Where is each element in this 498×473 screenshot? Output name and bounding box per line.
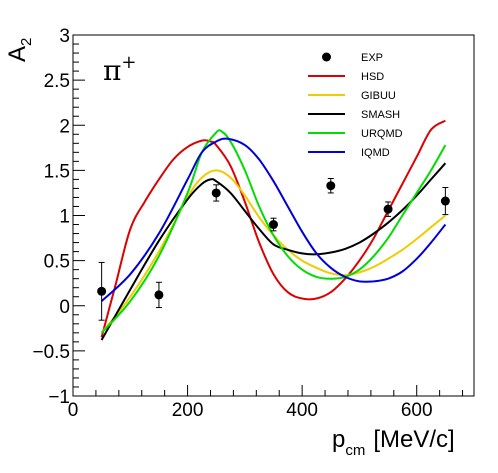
exp-point (383, 204, 393, 214)
x-axis-title: pcm [MeV/c] (332, 426, 455, 459)
experiment-layer (97, 177, 450, 321)
x-axis-title-main: p (332, 426, 345, 453)
y-tick-label: 0 (59, 297, 70, 318)
exp-point (97, 286, 107, 296)
legend-marker-exp (322, 52, 331, 62)
y-tick-label: 1 (59, 207, 70, 228)
exp-point (269, 220, 278, 230)
exp-point (326, 181, 336, 191)
exp-point (154, 290, 164, 300)
series-line-smash (100, 162, 447, 341)
y-axis-title: A2 (4, 38, 35, 62)
exp-point (211, 188, 221, 198)
x-tick-label: 600 (401, 400, 433, 421)
y-tick-label: 1.5 (44, 161, 70, 182)
series-line-urqmd (100, 129, 447, 334)
y-tick-label: 3 (59, 26, 70, 47)
legend-label-exp: EXP (361, 52, 383, 64)
x-tick-label: 200 (172, 400, 204, 421)
y-tick-label: 2.5 (44, 71, 70, 92)
y-tick-label: −0.5 (32, 342, 70, 363)
legend-label-smash: SMASH (361, 109, 400, 121)
series-line-gibuu (100, 169, 447, 334)
plot-border (72, 34, 475, 397)
x-axis-title-sub: cm (345, 442, 365, 459)
x-tick-label: 400 (286, 400, 318, 421)
legend-label-iqmd: IQMD (361, 147, 390, 159)
ticks-layer: 0 200 400 600 −1 −0.5 0 0.5 1 1.5 2 2.5 3 (32, 26, 464, 421)
y-axis-title-sub: 2 (18, 38, 35, 46)
exp-point (440, 196, 450, 206)
annotation-pi-text: π (103, 54, 121, 87)
legend-label-gibuu: GIBUU (361, 90, 396, 102)
y-tick-label: −1 (48, 387, 70, 408)
x-axis-title-unit: [MeV/c] (373, 426, 454, 453)
annotation-pi: π+ (103, 52, 137, 87)
y-tick-label: 2 (59, 116, 70, 137)
series-line-iqmd (100, 137, 447, 302)
x-tick-label: 0 (68, 400, 79, 421)
legend: EXP HSD GIBUU SMASH URQMD IQMD (308, 52, 403, 159)
plot-frame (72, 34, 475, 397)
y-tick-label: 0.5 (44, 252, 70, 273)
legend-label-hsd: HSD (361, 71, 384, 83)
y-axis-title-main: A (4, 46, 31, 62)
annotation-pi-sup: + (121, 52, 136, 73)
legend-label-urqmd: URQMD (361, 128, 403, 140)
